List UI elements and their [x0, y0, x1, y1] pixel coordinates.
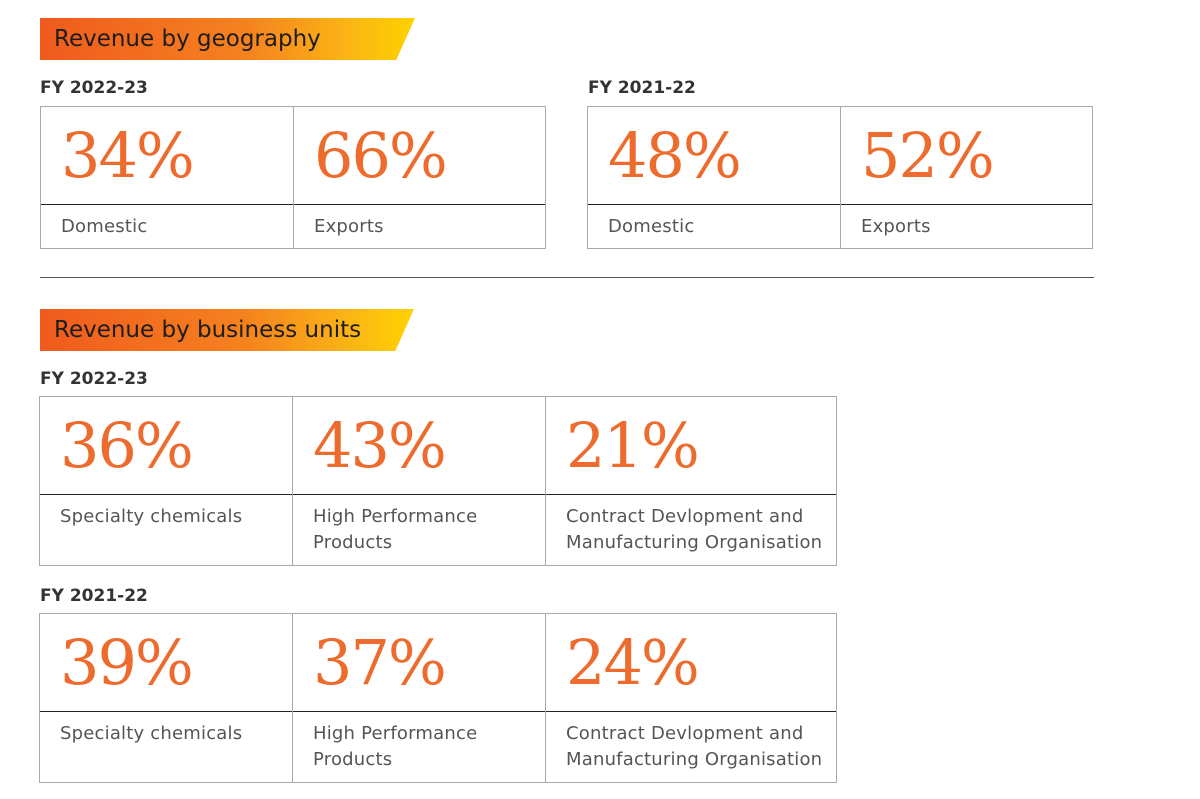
stat-cell-high-performance-products: 37% High Performance Products — [293, 614, 546, 782]
stat-cell-exports: 52% Exports — [841, 107, 1092, 248]
stat-value: 37% — [293, 614, 545, 712]
stat-cell-specialty-chemicals: 39% Specialty chemicals — [40, 614, 293, 782]
business-units-fy-current-box: 36% Specialty chemicals 43% High Perform… — [39, 396, 837, 566]
business-units-heading: Revenue by business units — [54, 317, 362, 343]
geography-heading-banner: Revenue by geography — [40, 18, 415, 60]
stat-cell-domestic: 48% Domestic — [588, 107, 841, 248]
stat-cell-specialty-chemicals: 36% Specialty chemicals — [40, 397, 293, 565]
stat-label: High Performance Products — [313, 723, 478, 770]
stat-value: 34% — [41, 107, 293, 205]
geography-fy-previous-label: FY 2021-22 — [588, 78, 696, 98]
section-divider — [40, 277, 1094, 278]
business-units-heading-banner: Revenue by business units — [40, 309, 414, 351]
geography-fy-current-label: FY 2022-23 — [40, 78, 148, 98]
stat-value: 66% — [294, 107, 545, 205]
stat-value: 36% — [40, 397, 292, 495]
business-units-fy-current-label: FY 2022-23 — [40, 369, 148, 389]
business-units-fy-previous-label: FY 2021-22 — [40, 586, 148, 606]
business-units-fy-previous-box: 39% Specialty chemicals 37% High Perform… — [39, 613, 837, 783]
stat-label: Domestic — [61, 216, 148, 237]
stat-cell-domestic: 34% Domestic — [41, 107, 294, 248]
geography-fy-previous-box: 48% Domestic 52% Exports — [587, 106, 1093, 249]
stat-value: 43% — [293, 397, 545, 495]
stat-label: High Performance Products — [313, 506, 478, 553]
stat-cell-cdmo: 21% Contract Devlopment and Manufacturin… — [546, 397, 836, 565]
stat-label: Exports — [314, 216, 384, 237]
stat-label: Specialty chemicals — [60, 506, 243, 527]
stat-label: Specialty chemicals — [60, 723, 243, 744]
stat-label: Contract Devlopment and Manufacturing Or… — [566, 506, 823, 553]
stat-cell-cdmo: 24% Contract Devlopment and Manufacturin… — [546, 614, 836, 782]
geography-fy-current-box: 34% Domestic 66% Exports — [40, 106, 546, 249]
stat-label: Domestic — [608, 216, 695, 237]
geography-heading: Revenue by geography — [54, 26, 321, 52]
stat-value: 39% — [40, 614, 292, 712]
stat-value: 21% — [546, 397, 836, 495]
stat-label: Contract Devlopment and Manufacturing Or… — [566, 723, 823, 770]
stat-cell-high-performance-products: 43% High Performance Products — [293, 397, 546, 565]
stat-value: 24% — [546, 614, 836, 712]
stat-value: 52% — [841, 107, 1092, 205]
stat-value: 48% — [588, 107, 840, 205]
stat-label: Exports — [861, 216, 931, 237]
stat-cell-exports: 66% Exports — [294, 107, 545, 248]
